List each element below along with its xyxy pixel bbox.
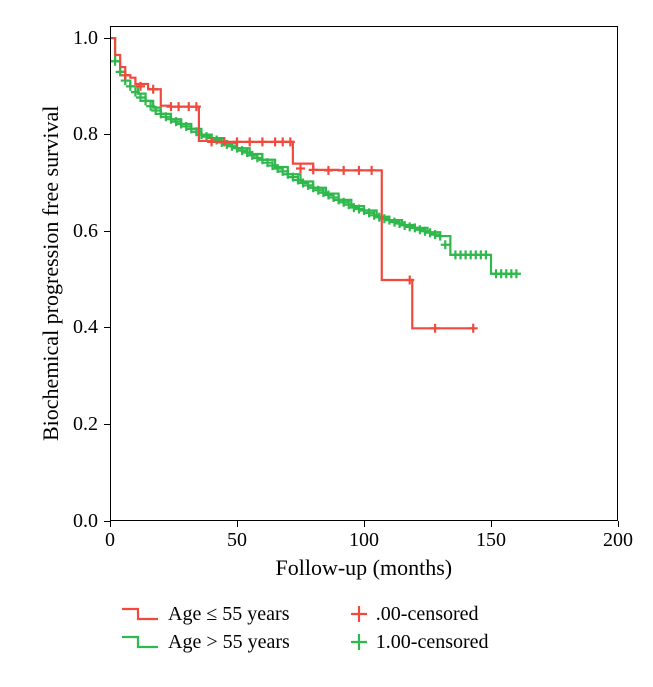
y-tick-label: 0.2 (73, 413, 98, 436)
y-tick (104, 231, 110, 232)
plot-area (110, 26, 618, 521)
y-tick (104, 424, 110, 425)
legend-item: Age ≤ 55 years (120, 600, 290, 628)
legend-cross-icon (350, 633, 368, 651)
legend-label: .00-censored (376, 603, 479, 626)
y-tick-label: 0.0 (73, 510, 98, 533)
legend-step-icon (120, 605, 160, 623)
x-tick-label: 200 (603, 529, 633, 552)
legend-item: .00-censored (350, 600, 489, 628)
x-tick-label: 150 (476, 529, 506, 552)
legend: Age ≤ 55 years Age > 55 years .00-censored… (120, 600, 489, 656)
x-tick (491, 521, 492, 527)
y-tick (104, 327, 110, 328)
y-tick (104, 38, 110, 39)
x-tick (618, 521, 619, 527)
legend-step-icon (120, 633, 160, 651)
y-tick (104, 134, 110, 135)
y-axis-label: Biochemical progression free survival (38, 106, 64, 441)
legend-item: Age > 55 years (120, 628, 290, 656)
y-tick-label: 1.0 (73, 27, 98, 50)
km-figure: Biochemical progression free survival Fo… (0, 0, 653, 687)
legend-label: Age > 55 years (168, 631, 290, 654)
x-tick-label: 50 (227, 529, 247, 552)
x-tick (110, 521, 111, 527)
x-tick (364, 521, 365, 527)
y-tick (104, 521, 110, 522)
y-tick-label: 0.6 (73, 220, 98, 243)
y-tick-label: 0.8 (73, 123, 98, 146)
x-tick (237, 521, 238, 527)
legend-label: 1.00-censored (376, 631, 489, 654)
legend-cross-icon (350, 605, 368, 623)
y-tick-label: 0.4 (73, 316, 98, 339)
legend-label: Age ≤ 55 years (168, 603, 290, 626)
legend-item: 1.00-censored (350, 628, 489, 656)
x-axis-label: Follow-up (months) (276, 555, 453, 581)
plot-border (110, 26, 618, 521)
x-tick-label: 0 (105, 529, 115, 552)
x-tick-label: 100 (349, 529, 379, 552)
